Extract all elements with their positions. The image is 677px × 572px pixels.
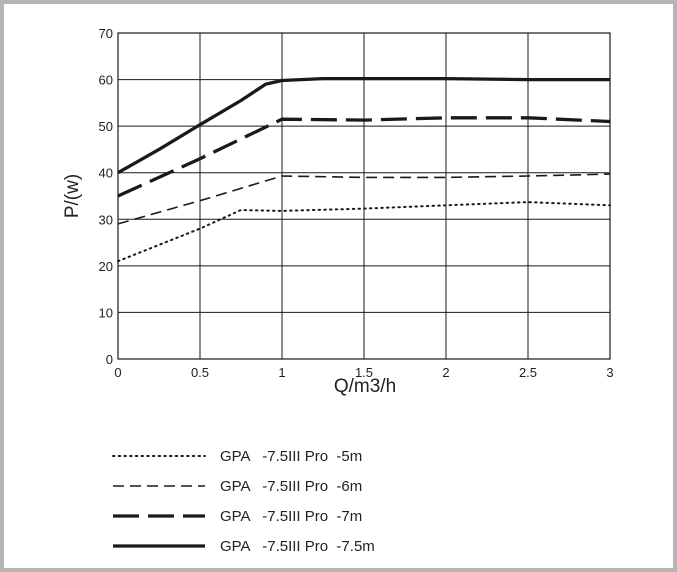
y-tick-label: 20 [99,259,113,274]
x-tick-label: 1.5 [355,365,373,380]
legend: GPA -7.5III Pro -5m GPA -7.5III Pro -6m GP… [112,448,375,555]
series-line-long-dashed [117,116,611,198]
series-line-dashed [117,173,611,225]
x-tick-label: 0.5 [191,365,209,380]
y-tick-label: 0 [106,352,113,367]
series-line-dotted [117,201,611,263]
x-axis-title: Q/m3/h [334,376,396,397]
legend-label: GPA -7.5III Pro -5m [220,448,362,465]
y-tick-label: 30 [99,212,113,227]
y-tick-label: 70 [99,26,113,41]
y-tick-label: 40 [99,166,113,181]
tick-labels: 0 10 20 30 40 50 60 70 0 0.5 1 1.5 2 2.5 3 [99,26,614,380]
y-tick-label: 50 [99,119,113,134]
x-tick-label: 2.5 [519,365,537,380]
x-tick-label: 3 [606,365,613,380]
x-tick-label: 2 [442,365,449,380]
legend-label: GPA -7.5III Pro -7m [220,508,362,525]
series-line-solid [117,76,610,175]
y-tick-label: 60 [99,73,113,88]
y-axis-title: P/(w) [62,174,83,218]
legend-label: GPA -7.5III Pro -6m [220,478,362,495]
y-tick-label: 10 [99,305,113,320]
legend-label: GPA -7.5III Pro -7.5m [220,538,375,555]
series-lines [117,76,611,263]
x-tick-label: 1 [278,365,285,380]
x-tick-label: 0 [114,365,121,380]
